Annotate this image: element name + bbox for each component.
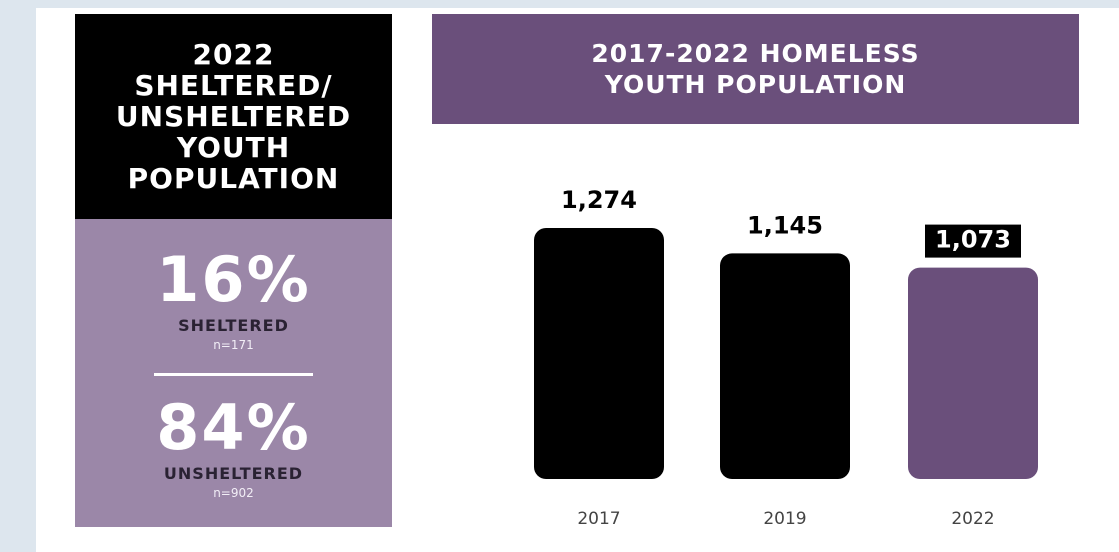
sheltered-percent: 16% bbox=[156, 243, 311, 316]
bar-chart: 1,274 2017 1,145 2019 1,073 2022 bbox=[534, 186, 1038, 529]
chart-header: 2017-2022 HOMELESS YOUTH POPULATION bbox=[432, 14, 1079, 124]
infographic-card: 2022 SHELTERED/ UNSHELTERED YOUTH POPULA… bbox=[36, 8, 1119, 552]
value-label-2022: 1,073 bbox=[935, 226, 1011, 254]
sheltered-count: n=171 bbox=[213, 338, 254, 352]
value-label-2017: 1,274 bbox=[561, 186, 637, 214]
left-panel-title: 2022 SHELTERED/ UNSHELTERED YOUTH POPULA… bbox=[115, 38, 352, 195]
category-label-2019: 2019 bbox=[763, 509, 806, 529]
unsheltered-count: n=902 bbox=[213, 486, 254, 500]
stats-divider bbox=[154, 373, 313, 376]
value-label-highlight-2022 bbox=[925, 224, 1021, 258]
unsheltered-label: UNSHELTERED bbox=[163, 464, 304, 483]
value-label-2019: 1,145 bbox=[747, 211, 823, 239]
bar-2022 bbox=[908, 267, 1038, 479]
left-panel-header: 2022 SHELTERED/ UNSHELTERED YOUTH POPULA… bbox=[75, 14, 392, 219]
chart-title: 2017-2022 HOMELESS YOUTH POPULATION bbox=[591, 39, 920, 99]
category-label-2017: 2017 bbox=[577, 509, 620, 529]
bar-2019 bbox=[720, 253, 850, 479]
bar-2017 bbox=[534, 228, 664, 479]
left-panel-stats: 16% SHELTERED n=171 84% UNSHELTERED n=90… bbox=[75, 219, 392, 527]
category-label-2022: 2022 bbox=[951, 509, 994, 529]
sheltered-label: SHELTERED bbox=[178, 316, 289, 335]
unsheltered-percent: 84% bbox=[156, 391, 311, 464]
